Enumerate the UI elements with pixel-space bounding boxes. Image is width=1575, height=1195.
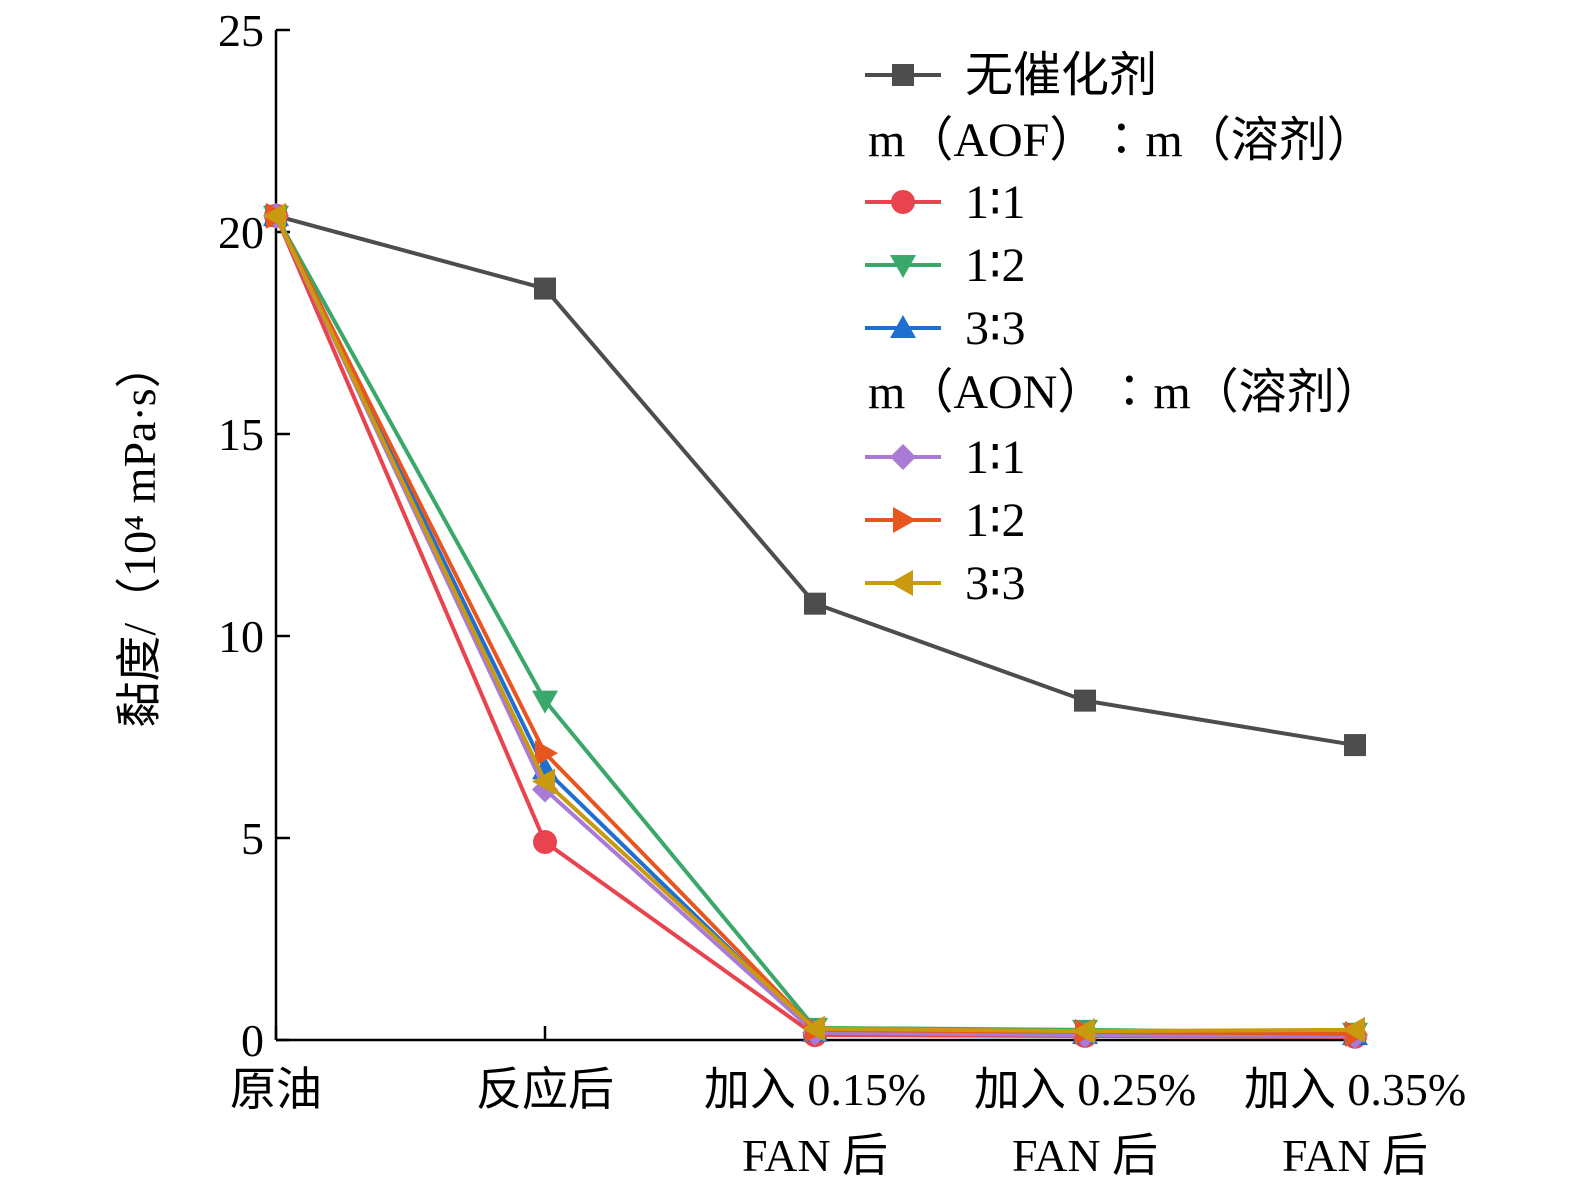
legend-marker (890, 444, 916, 470)
legend-marker (891, 190, 915, 214)
y-tick-label: 15 (218, 409, 264, 460)
legend-label: 1∶1 (965, 431, 1026, 484)
x-tick-label: 加入 0.15% (704, 1064, 926, 1115)
legend-marker (890, 255, 916, 278)
series-0 (265, 204, 1366, 757)
legend-marker (892, 64, 914, 86)
series-line (274, 214, 1356, 1036)
y-tick-label: 5 (241, 813, 264, 864)
legend-item: 3∶3 (865, 557, 1026, 610)
legend-item: 1∶1 (865, 176, 1026, 229)
y-tick-label: 20 (218, 207, 264, 258)
data-point (532, 768, 555, 795)
series-line (275, 213, 1356, 748)
series-line (274, 214, 1356, 1034)
data-point (804, 592, 826, 615)
series-6 (263, 202, 1365, 1045)
legend-item: 3∶3 (865, 302, 1026, 355)
legend-label: 3∶3 (965, 557, 1026, 610)
x-tick-label: FAN 后 (1282, 1130, 1428, 1181)
series-4 (263, 202, 1368, 1049)
series-line (274, 214, 1356, 1038)
data-point (535, 740, 558, 767)
x-tick-label: 加入 0.35% (1244, 1064, 1466, 1115)
legend-item: 1∶2 (865, 494, 1026, 547)
y-tick-label: 10 (218, 611, 264, 662)
data-point (1342, 1016, 1365, 1043)
series-line (274, 215, 1356, 1039)
series-3 (263, 202, 1368, 1046)
legend-label: 1∶2 (965, 239, 1026, 292)
data-point (533, 830, 557, 855)
data-point (534, 277, 556, 300)
data-point (802, 1015, 825, 1042)
series-1 (264, 203, 1367, 1049)
axes: 0 5 10 15 20 25 原油 反应后 加入 0.15% FAN 后 加入 0.25% FAN … (114, 5, 1466, 1181)
legend-group-title: m（AOF）∶m（溶剂） (868, 114, 1375, 167)
data-point (263, 202, 286, 229)
x-tick-label: FAN 后 (742, 1130, 888, 1181)
legend-label: 无催化剂 (965, 49, 1157, 102)
series-line (274, 214, 1356, 1035)
legend-item: 无催化剂 (865, 49, 1157, 102)
legend: 无催化剂 m（AOF）∶m（溶剂） 1∶1 1∶2 3∶3 m（AON）∶m（溶剂） 1∶1… (865, 49, 1383, 610)
data-point (1074, 689, 1096, 712)
y-tick-label: 0 (241, 1015, 264, 1066)
data-point (1344, 734, 1366, 757)
data-point (1072, 1018, 1095, 1045)
series-layer (263, 202, 1368, 1049)
legend-marker (890, 570, 913, 596)
x-tick-label: FAN 后 (1012, 1130, 1158, 1181)
series-5 (266, 202, 1368, 1047)
legend-group-title: m（AON）∶m（溶剂） (868, 366, 1383, 419)
legend-item: 1∶1 (865, 431, 1026, 484)
series-2 (263, 205, 1368, 1046)
series-line (274, 214, 1356, 1038)
legend-label: 1∶1 (965, 176, 1026, 229)
legend-item: 1∶2 (865, 239, 1026, 292)
legend-label: 1∶2 (965, 494, 1026, 547)
x-tick-label: 原油 (230, 1064, 322, 1115)
legend-marker (893, 507, 916, 533)
legend-marker (890, 315, 916, 338)
y-tick-label: 25 (218, 5, 264, 56)
x-tick-label: 反应后 (476, 1064, 614, 1115)
legend-label: 3∶3 (965, 302, 1026, 355)
y-axis-title: 黏度/（10⁴ mPa·s） (114, 342, 165, 727)
x-tick-label: 加入 0.25% (974, 1064, 1196, 1115)
data-point (532, 690, 558, 714)
